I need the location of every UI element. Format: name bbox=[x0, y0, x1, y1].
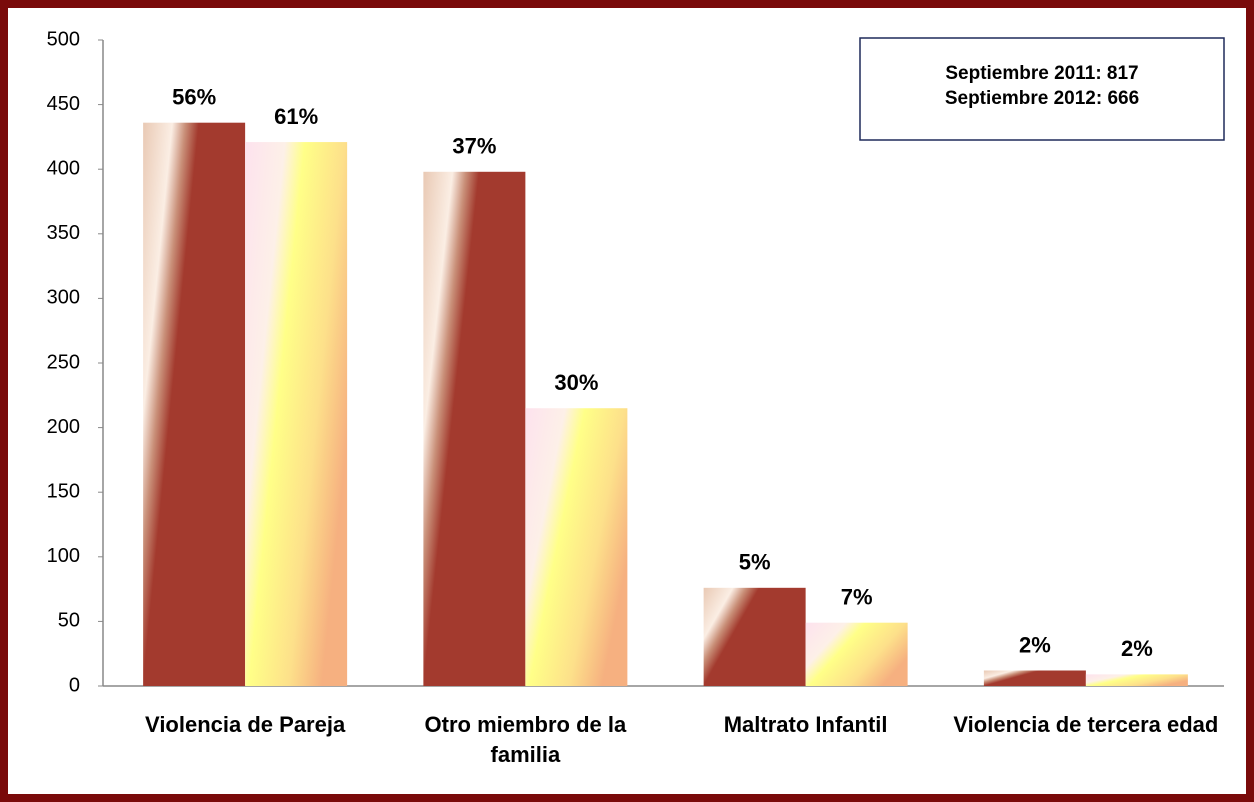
y-tick-label: 450 bbox=[47, 93, 80, 115]
bar bbox=[983, 670, 1086, 686]
bar bbox=[805, 622, 908, 686]
x-tick-label: Maltrato Infantil bbox=[723, 712, 888, 737]
y-tick-label: 0 bbox=[69, 674, 80, 696]
bar bbox=[423, 171, 526, 686]
bar bbox=[1085, 674, 1188, 686]
x-tick-label: Violencia de tercera edad bbox=[953, 712, 1219, 737]
x-tick-label: Otro miembro de la familia bbox=[424, 712, 627, 767]
data-label: 56% bbox=[172, 85, 216, 110]
data-label: 7% bbox=[841, 585, 873, 610]
bar bbox=[245, 142, 348, 686]
y-tick-label: 150 bbox=[47, 480, 80, 502]
annotation: Septiembre 2011: 817 bbox=[945, 63, 1138, 84]
x-tick-label: Violencia de Pareja bbox=[145, 712, 346, 737]
info-box bbox=[859, 37, 1225, 141]
y-tick-label: 300 bbox=[47, 287, 80, 309]
annotation: Septiembre 2012: 666 bbox=[945, 88, 1139, 109]
y-tick-label: 500 bbox=[47, 28, 80, 50]
y-tick-label: 350 bbox=[47, 222, 80, 244]
y-tick-label: 200 bbox=[47, 416, 80, 438]
data-label: 2% bbox=[1019, 632, 1051, 657]
y-tick-label: 250 bbox=[47, 351, 80, 373]
data-label: 2% bbox=[1121, 636, 1153, 661]
data-label: 61% bbox=[274, 104, 318, 129]
bar bbox=[143, 122, 246, 687]
y-tick-label: 100 bbox=[47, 545, 80, 567]
y-tick-label: 400 bbox=[47, 157, 80, 179]
data-label: 30% bbox=[554, 370, 598, 395]
y-tick-label: 50 bbox=[58, 610, 80, 632]
bar bbox=[525, 408, 628, 686]
data-label: 5% bbox=[739, 550, 771, 575]
bar bbox=[703, 587, 806, 686]
data-label: 37% bbox=[452, 134, 496, 159]
